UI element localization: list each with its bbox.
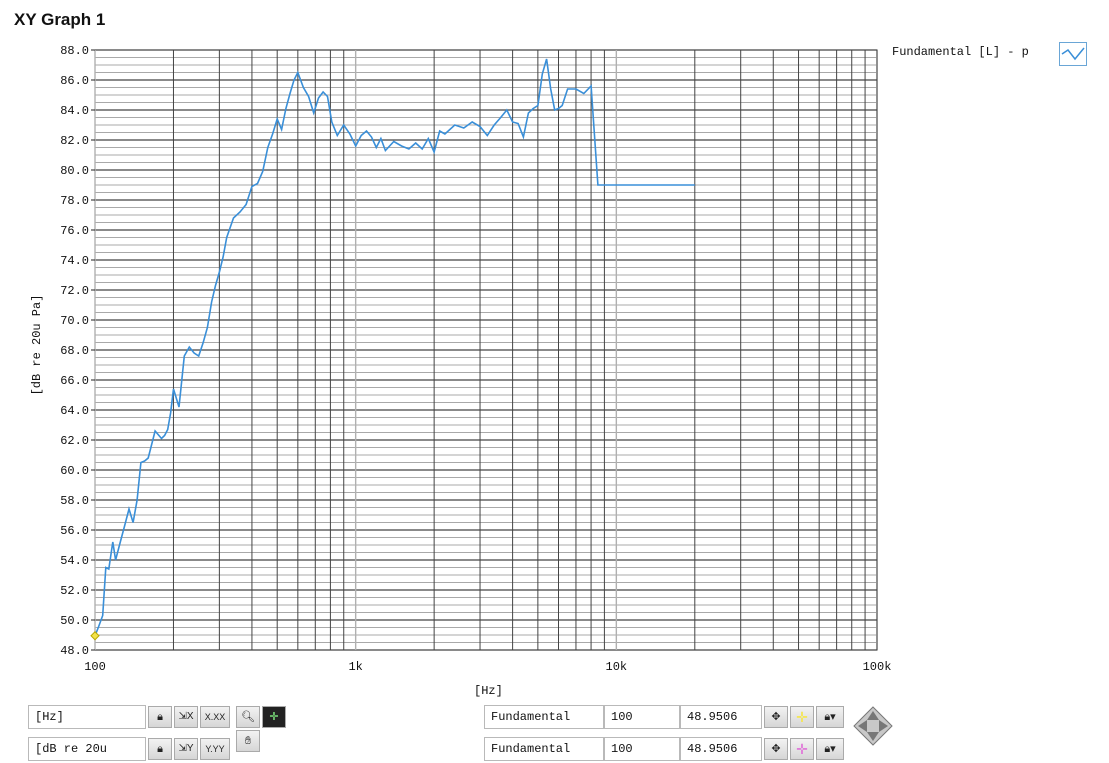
cursor-style-button[interactable]: ✛ [790, 738, 814, 760]
legend-line-icon [1061, 47, 1085, 61]
graph-title: XY Graph 1 [14, 10, 106, 29]
y-axis-unit-field[interactable]: [dB re 20u [28, 737, 146, 761]
x-tick-label: 1k [348, 660, 362, 674]
x-tick-label: 10k [606, 660, 628, 674]
y-tick-label: 62.0 [60, 434, 89, 448]
y-tick-label: 86.0 [60, 74, 89, 88]
y-lock-button[interactable]: 🔒︎ [148, 738, 172, 760]
cursor-name-field[interactable]: Fundamental [484, 705, 604, 729]
y-tick-label: 70.0 [60, 314, 89, 328]
autoscale-y-icon: ⇲Y [178, 743, 194, 754]
lock-icon: 🔒︎ [157, 743, 163, 755]
y-autoscale-button[interactable]: ⇲Y [174, 738, 198, 760]
diamond-pad-icon [853, 706, 893, 746]
cursor-style-button[interactable]: ✛ [790, 706, 814, 728]
y-tick-label: 52.0 [60, 584, 89, 598]
x-axis-unit-field[interactable]: [Hz] [28, 705, 146, 729]
cursor-y-field[interactable]: 48.9506 [680, 705, 762, 729]
y-tick-label: 58.0 [60, 494, 89, 508]
x-tick-label: 100k [863, 660, 892, 674]
y-tick-label: 64.0 [60, 404, 89, 418]
y-tick-label: 74.0 [60, 254, 89, 268]
y-tick-label: 76.0 [60, 224, 89, 238]
plot-area[interactable]: 88.0 86.0 84.0 82.0 80.0 78.0 76.0 74.0 72.0 70.0… [0, 0, 1109, 700]
cursor-y-field[interactable]: 48.9506 [680, 737, 762, 761]
y-tick-label: 80.0 [60, 164, 89, 178]
cursor-move-button[interactable]: ✥ [764, 706, 788, 728]
series-line-fundamental[interactable] [94, 58, 695, 637]
x-autoscale-button[interactable]: ⇲X [174, 706, 198, 728]
cursor-button[interactable]: ✛ [262, 706, 286, 728]
cursor-marker[interactable] [90, 631, 100, 641]
cursor-move-pad[interactable] [853, 706, 893, 746]
plot-grid [94, 49, 878, 651]
y-format-button[interactable]: Y.YY [200, 738, 230, 760]
cursor-x-field[interactable]: 100 [604, 737, 680, 761]
cursor-x-field[interactable]: 100 [604, 705, 680, 729]
y-tick-label: 54.0 [60, 554, 89, 568]
y-tick-label: 56.0 [60, 524, 89, 538]
y-tick-label: 88.0 [60, 44, 89, 58]
y-tick-label: 68.0 [60, 344, 89, 358]
legend-label: Fundamental [L] - p [892, 45, 1029, 59]
x-tick-labels: 100 1k 10k 100k [84, 660, 891, 674]
y-tick-label: 84.0 [60, 104, 89, 118]
y-tick-label: 72.0 [60, 284, 89, 298]
x-axis-label: [Hz] [474, 684, 503, 698]
y-tick-label: 66.0 [60, 374, 89, 388]
zoom-button[interactable]: 🔍︎ [236, 706, 260, 728]
y-tick-labels: 88.0 86.0 84.0 82.0 80.0 78.0 76.0 74.0 72.0 70.0… [60, 44, 95, 658]
pan-button[interactable]: ✋︎ [236, 730, 260, 752]
cursor-move-button[interactable]: ✥ [764, 738, 788, 760]
y-tick-label: 60.0 [60, 464, 89, 478]
autoscale-x-icon: ⇲X [178, 711, 194, 722]
y-axis-label: [dB re 20u Pa] [30, 295, 44, 396]
cursor-lock-button[interactable]: 🔒︎▾ [816, 706, 844, 728]
lock-icon: 🔒︎ [157, 711, 163, 723]
cursor-lock-button[interactable]: 🔒︎▾ [816, 738, 844, 760]
cursor-name-field[interactable]: Fundamental [484, 737, 604, 761]
y-tick-label: 50.0 [60, 614, 89, 628]
hand-icon: ✋︎ [244, 735, 252, 747]
x-format-label: X.XX [204, 712, 226, 722]
series-group [90, 58, 695, 641]
y-tick-label: 48.0 [60, 644, 89, 658]
y-format-label: Y.YY [205, 744, 225, 754]
y-tick-label: 78.0 [60, 194, 89, 208]
legend-swatch[interactable] [1059, 42, 1087, 66]
x-format-button[interactable]: X.XX [200, 706, 230, 728]
x-tick-label: 100 [84, 660, 106, 674]
zoom-icon: 🔍︎ [241, 711, 255, 723]
y-tick-label: 82.0 [60, 134, 89, 148]
crosshair-icon: ✛ [269, 711, 279, 723]
x-lock-button[interactable]: 🔒︎ [148, 706, 172, 728]
